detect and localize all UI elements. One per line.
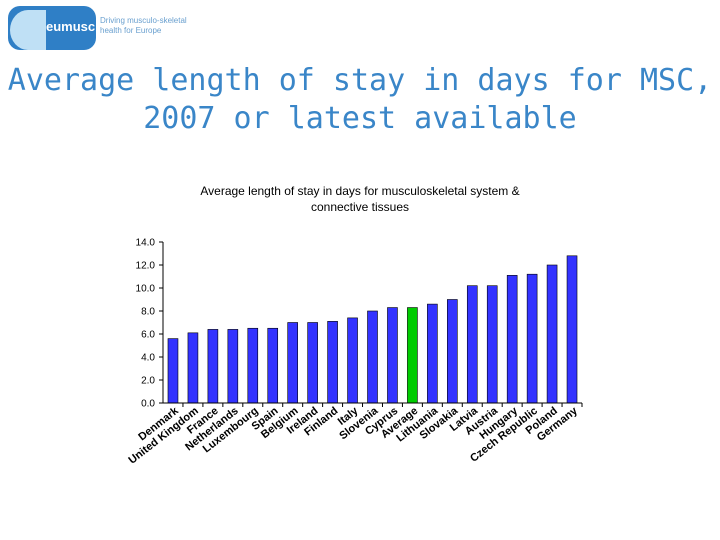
bar-luxembourg [247,327,259,404]
bar-netherlands [227,329,239,404]
logo-tagline-line1: Driving musculo-skeletal [100,16,187,25]
slide-title: Average length of stay in days for MSC, … [0,62,720,138]
bar-spain [267,327,279,404]
y-axis-ticks: 0.0 2.0 4.0 6.0 8.0 10.0 12.0 14.0 [136,238,163,410]
bar-germany [566,255,578,404]
bar-poland [546,264,558,404]
y-tick-label: 6.0 [141,330,155,341]
eumusc-logo: eumusc.net Driving musculo-skeletal heal… [8,6,208,56]
bar-average [407,307,418,404]
bar-united-kingdom [187,332,199,404]
slide-title-line1: Average length of stay in days for MSC, [7,63,713,98]
logo-tagline-line2: health for Europe [100,26,162,35]
y-tick-label: 8.0 [141,307,155,318]
slide-title-line2: 2007 or latest available [143,101,577,136]
y-tick-label: 4.0 [141,353,155,364]
bar-slovakia [447,299,458,404]
bar-austria [486,285,498,404]
bar-france [207,329,219,404]
chart-title-line2: connective tissues [310,200,410,214]
bar-belgium [287,322,298,404]
y-tick-label: 14.0 [136,238,156,249]
y-tick-label: 10.0 [136,284,156,295]
bars [167,255,578,404]
bar-cyprus [387,307,398,404]
y-tick-label: 12.0 [136,261,156,272]
bar-lithuania [427,303,438,404]
bar-hungary [506,275,518,404]
chart-title-line1: Average length of stay in days for muscu… [200,184,520,198]
logo-tagline: Driving musculo-skeletal health for Euro… [100,16,200,36]
y-tick-label: 2.0 [141,376,155,387]
y-tick-label: 0.0 [141,399,155,410]
logo-stars-emblem [10,10,46,50]
logo-text: eumusc.net [46,19,119,34]
bar-latvia [466,285,478,404]
bar-italy [347,317,358,404]
logo-badge: eumusc.net [8,6,118,50]
bar-denmark [167,338,179,404]
bar-slovenia [367,310,378,404]
bar-czech-republic [526,273,538,404]
bar-finland [327,321,338,404]
chart-title: Average length of stay in days for muscu… [130,183,590,215]
bar-ireland [307,322,318,404]
